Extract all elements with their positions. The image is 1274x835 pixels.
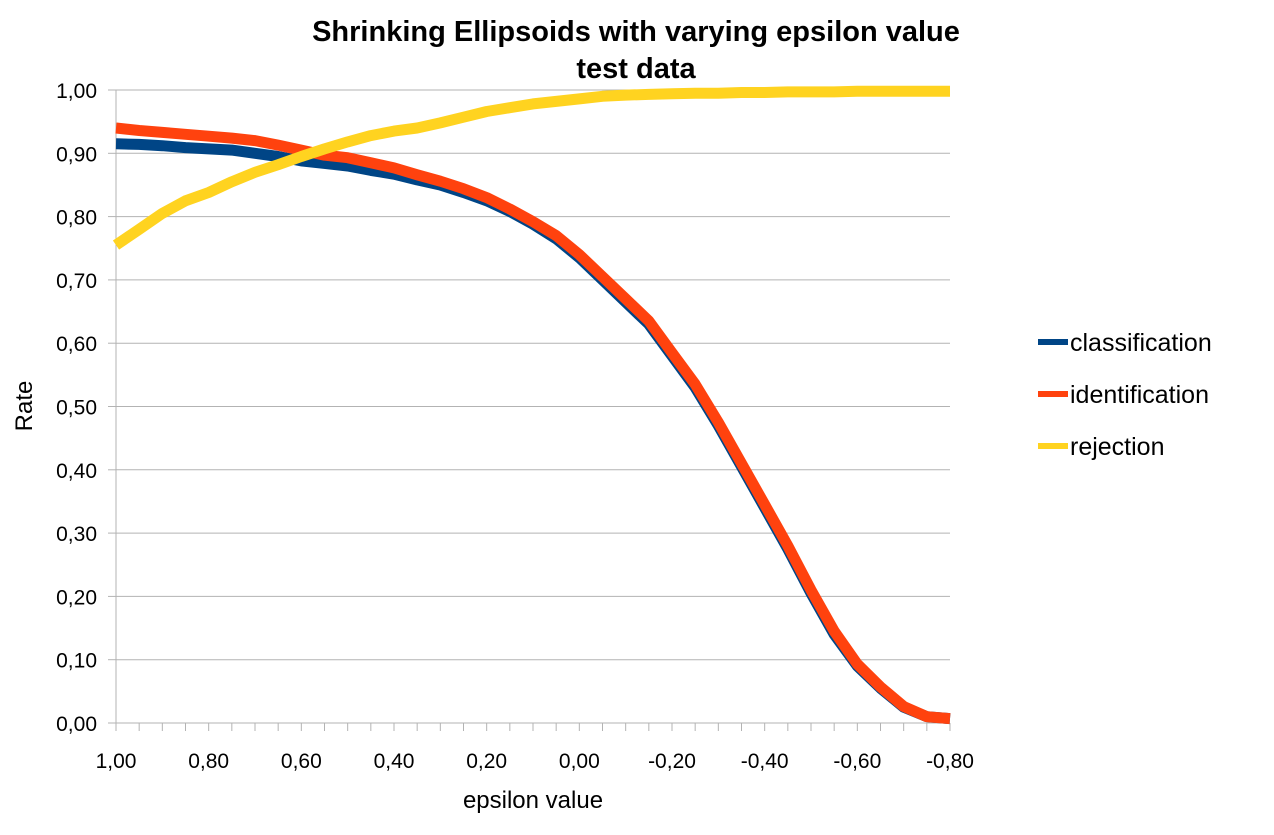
- axes: [108, 89, 951, 731]
- series-line-rejection: [112, 85, 950, 250]
- legend-label-rejection: rejection: [1070, 433, 1165, 461]
- x-tick-label: 1,00: [96, 750, 137, 773]
- y-tick-label: 0,90: [56, 143, 97, 166]
- y-tick-labels: 0,00 0,10 0,20 0,30 0,40 0,50 0,60 0,70 0,80 0,90…: [56, 80, 97, 736]
- x-tick-label: 0,60: [281, 750, 322, 773]
- x-tick-label: -0,20: [648, 750, 696, 773]
- y-axis-title: Rate: [11, 381, 38, 432]
- series-line-classification: [115, 138, 951, 725]
- y-tick-label: 0,80: [56, 207, 97, 230]
- legend-label-identification: identification: [1070, 381, 1209, 409]
- x-tick-label: -0,40: [741, 750, 789, 773]
- y-tick-label: 0,40: [56, 460, 97, 483]
- y-tick-label: 0,10: [56, 650, 97, 673]
- y-tick-label: 0,60: [56, 333, 97, 356]
- y-tick-label: 0,00: [56, 713, 97, 736]
- chart-subtitle: test data: [576, 53, 696, 85]
- x-tick-labels: 1,00 0,80 0,60 0,40 0,20 0,00 -0,20 -0,40 -0,60 -…: [96, 750, 974, 773]
- x-tick-label: 0,80: [188, 750, 229, 773]
- x-tick-label: -0,60: [833, 750, 881, 773]
- chart-title: Shrinking Ellipsoids with varying epsilo…: [312, 16, 960, 48]
- legend: classification identification rejection: [1038, 329, 1212, 461]
- series-lines: [112, 85, 951, 725]
- x-tick-label: 0,40: [374, 750, 415, 773]
- x-tick-label: -0,80: [926, 750, 974, 773]
- x-tick-label: 0,20: [466, 750, 507, 773]
- legend-label-classification: classification: [1070, 329, 1212, 357]
- y-tick-label: 0,70: [56, 270, 97, 293]
- x-tick-label: 0,00: [559, 750, 600, 773]
- y-tick-label: 1,00: [56, 80, 97, 103]
- y-tick-label: 0,20: [56, 586, 97, 609]
- y-tick-label: 0,30: [56, 523, 97, 546]
- y-tick-label: 0,50: [56, 397, 97, 420]
- series-line-identification: [115, 122, 951, 725]
- x-axis-title: epsilon value: [463, 787, 603, 814]
